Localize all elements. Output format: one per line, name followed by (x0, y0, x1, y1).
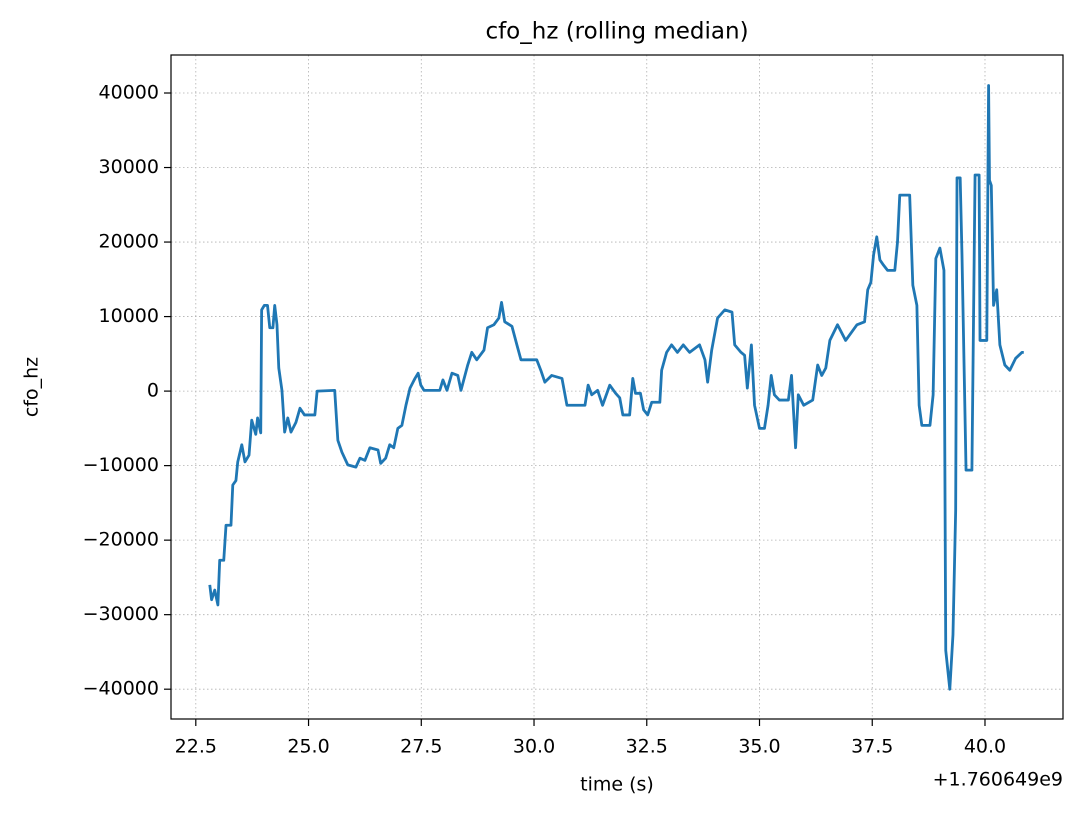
y-tick-label: 30000 (99, 156, 159, 178)
x-tick-label: 25.0 (287, 736, 329, 758)
y-tick-label: 0 (147, 380, 159, 402)
chart-title: cfo_hz (rolling median) (485, 19, 748, 45)
y-axis-label: cfo_hz (21, 357, 43, 417)
x-tick-label: 37.5 (851, 736, 893, 758)
y-tick-label: −10000 (83, 454, 159, 476)
y-tick-label: 40000 (99, 82, 159, 104)
y-tick-label: 10000 (99, 305, 159, 327)
x-offset-label: +1.760649e9 (933, 769, 1063, 791)
y-tick-label: −40000 (83, 678, 159, 700)
x-tick-label: 27.5 (400, 736, 442, 758)
y-tick-label: 20000 (99, 231, 159, 253)
x-tick-label: 30.0 (513, 736, 555, 758)
x-tick-label: 35.0 (738, 736, 780, 758)
x-tick-label: 32.5 (626, 736, 668, 758)
y-tick-label: −30000 (83, 603, 159, 625)
x-tick-label: 40.0 (964, 736, 1006, 758)
x-tick-label: 22.5 (175, 736, 217, 758)
y-tick-label: −20000 (83, 529, 159, 551)
plot-frame (170, 54, 1064, 720)
data-line (208, 84, 1024, 691)
x-axis-label: time (s) (580, 774, 654, 796)
